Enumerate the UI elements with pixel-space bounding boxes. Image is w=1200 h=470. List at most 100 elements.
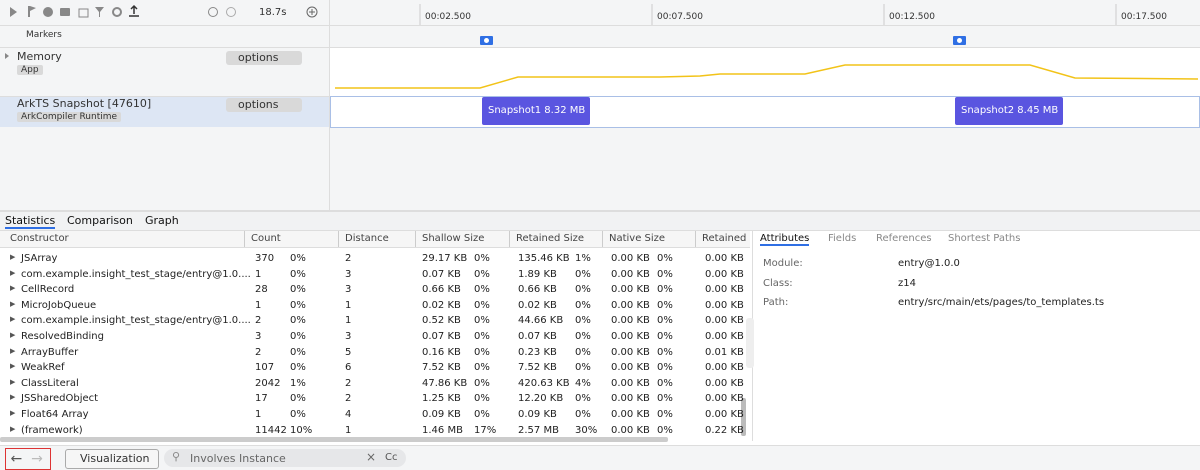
detail-tab[interactable]: References xyxy=(876,233,932,244)
cell: 0.00 KB xyxy=(611,377,650,389)
cell: 0% xyxy=(474,331,490,342)
cell: 1 xyxy=(255,299,262,311)
cell: 107 xyxy=(255,362,275,374)
cell: 0.00 KB xyxy=(705,393,744,405)
cell: 0.00 KB xyxy=(611,331,650,342)
visualization-button[interactable] xyxy=(65,449,159,469)
expand-icon[interactable] xyxy=(5,53,9,59)
filter-icon[interactable] xyxy=(95,7,104,17)
nav-buttons[interactable]: ← → xyxy=(5,448,51,470)
detail-tab[interactable]: Fields xyxy=(828,233,857,244)
snapshot-block[interactable]: Snapshot1 8.32 MB xyxy=(482,97,590,125)
cell: 10% xyxy=(290,424,313,436)
constructor-name[interactable]: JSArray xyxy=(21,253,58,264)
column-divider xyxy=(509,231,510,247)
constructor-name[interactable]: Float64 Array xyxy=(21,409,89,420)
expand-arrow[interactable]: ▶ xyxy=(10,377,16,386)
column-divider xyxy=(695,231,696,247)
export-icon[interactable] xyxy=(129,4,139,17)
cell: 0% xyxy=(657,284,673,296)
tab[interactable]: Comparison xyxy=(67,214,133,227)
time-tick: 00:17.500 xyxy=(1121,12,1167,22)
match-case[interactable]: Cc xyxy=(385,452,398,463)
cell: 29.17 KB xyxy=(422,253,468,264)
expand-arrow[interactable]: ▶ xyxy=(10,346,16,355)
cell: 0.09 KB xyxy=(518,409,557,420)
options-dropdown[interactable]: options xyxy=(226,98,302,112)
expand-arrow[interactable]: ▶ xyxy=(10,268,16,277)
divider xyxy=(329,0,330,210)
h-scrollbar[interactable] xyxy=(0,437,668,442)
cell: 44.66 KB xyxy=(518,315,564,327)
expand-arrow[interactable]: ▶ xyxy=(10,409,16,417)
constructor-name[interactable]: ClassLiteral xyxy=(21,377,79,389)
expand-arrow[interactable]: ▶ xyxy=(10,315,16,324)
constructor-name[interactable]: com.example.insight_test_stage/entry@1.0… xyxy=(21,268,251,280)
cell: 2 xyxy=(255,315,262,327)
cell: 0.00 KB xyxy=(705,315,744,327)
cell: 0% xyxy=(575,409,591,420)
column-divider xyxy=(602,231,603,247)
splitter[interactable] xyxy=(0,210,1200,212)
column-header[interactable]: Retained Size xyxy=(516,233,585,244)
clear-icon[interactable]: × xyxy=(366,450,377,464)
tab-bar xyxy=(0,212,1200,231)
expand-arrow[interactable]: ▶ xyxy=(10,393,16,402)
snapshot-block[interactable]: Snapshot2 8.45 MB xyxy=(955,97,1063,125)
flag-icon[interactable] xyxy=(28,6,30,17)
track-title: ArkTS Snapshot [47610] xyxy=(17,97,152,110)
column-divider xyxy=(415,231,416,247)
cell: 0.02 KB xyxy=(518,299,557,311)
panel-toggle[interactable] xyxy=(746,318,754,368)
cell: 17% xyxy=(474,424,497,436)
column-header[interactable]: Retained xyxy=(702,233,747,244)
options-dropdown[interactable]: options xyxy=(226,51,302,65)
column-divider xyxy=(244,231,245,247)
constructor-name[interactable]: JSSharedObject xyxy=(21,393,99,405)
expand-arrow[interactable]: ▶ xyxy=(10,331,16,339)
tab[interactable]: Graph xyxy=(145,214,179,227)
constructor-name[interactable]: ArrayBuffer xyxy=(21,346,79,358)
expand-arrow[interactable]: ▶ xyxy=(10,299,16,308)
tab[interactable]: Statistics xyxy=(5,214,56,229)
scrollbar[interactable] xyxy=(741,398,746,436)
zoom-out-icon[interactable] xyxy=(226,7,236,17)
cell: 0% xyxy=(575,284,591,296)
constructor-name[interactable]: MicroJobQueue xyxy=(21,299,97,311)
constructor-name[interactable]: WeakRef xyxy=(21,362,65,374)
cell: 0.00 KB xyxy=(705,253,744,264)
expand-arrow[interactable]: ▶ xyxy=(10,362,16,371)
time-tick: 00:12.500 xyxy=(889,12,935,22)
column-header[interactable]: Native Size xyxy=(609,233,666,244)
cell: 0% xyxy=(474,253,490,264)
constructor-name[interactable]: (framework) xyxy=(21,424,83,436)
markers-label: Markers xyxy=(26,30,62,40)
delete-icon[interactable] xyxy=(78,8,89,18)
constructor-name[interactable]: CellRecord xyxy=(21,284,75,296)
constructor-name[interactable]: ResolvedBinding xyxy=(21,331,104,342)
expand-arrow[interactable]: ▶ xyxy=(10,284,16,293)
visualization-label[interactable]: Visualization xyxy=(80,452,150,465)
cell: 0.00 KB xyxy=(611,253,650,264)
timer-icon[interactable] xyxy=(208,7,218,17)
column-header[interactable]: Count xyxy=(251,233,281,244)
constructor-name[interactable]: com.example.insight_test_stage/entry@1.0… xyxy=(21,315,251,327)
expand-arrow[interactable]: ▶ xyxy=(10,424,16,433)
record-icon[interactable] xyxy=(43,7,53,17)
cell: 0.00 KB xyxy=(611,315,650,327)
cell: 0% xyxy=(657,377,673,389)
detail-tab[interactable]: Shortest Paths xyxy=(948,233,1021,244)
column-header[interactable]: Shallow Size xyxy=(422,233,485,244)
cell: 0% xyxy=(474,362,490,374)
cell: 0% xyxy=(474,346,490,358)
settings-icon[interactable] xyxy=(112,7,122,17)
camera-icon[interactable] xyxy=(60,8,70,16)
zoom-in-icon[interactable] xyxy=(306,6,318,18)
search-box[interactable] xyxy=(164,449,406,467)
play-icon[interactable] xyxy=(10,7,17,17)
expand-arrow[interactable]: ▶ xyxy=(10,253,16,261)
cell: 0% xyxy=(657,299,673,311)
column-header[interactable]: Distance xyxy=(345,233,389,244)
column-header[interactable]: Constructor xyxy=(10,233,69,244)
detail-tab[interactable]: Attributes xyxy=(760,233,810,246)
